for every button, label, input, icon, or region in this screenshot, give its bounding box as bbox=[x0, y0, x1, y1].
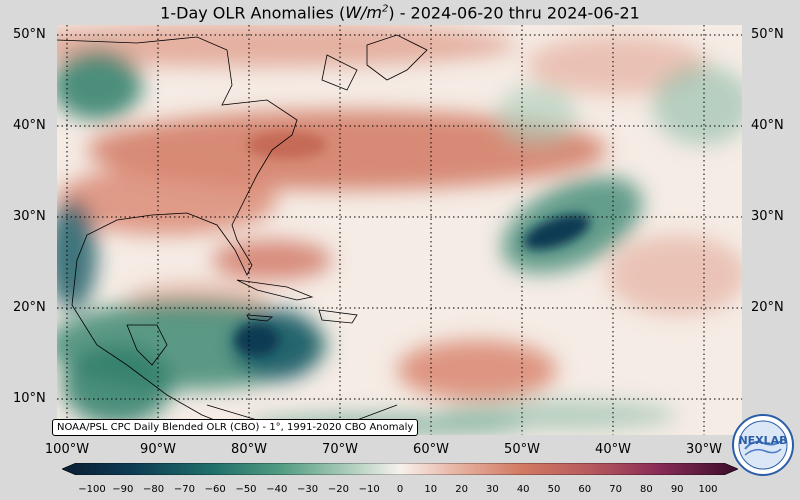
data-source-credit: NOAA/PSL CPC Daily Blended OLR (CBO) - 1… bbox=[52, 419, 419, 436]
colorbar-tick-label: 10 bbox=[424, 484, 438, 495]
title-text-start: 1-Day OLR Anomalies ( bbox=[160, 3, 346, 23]
lon-label-50w: 50°W bbox=[504, 442, 540, 457]
colorbar-tick-label: 70 bbox=[609, 484, 622, 495]
colorbar-tick-label: −80 bbox=[143, 484, 165, 495]
colorbar-tick-label: 60 bbox=[578, 484, 592, 495]
anomaly-field bbox=[57, 25, 742, 435]
colorbar-tick-label: −20 bbox=[327, 484, 349, 495]
lat-label-20n-left: 20°N bbox=[13, 300, 46, 315]
colorbar-tick-label: 90 bbox=[670, 484, 684, 495]
anomaly-cores bbox=[235, 131, 591, 356]
lon-label-70w: 70°W bbox=[322, 442, 358, 457]
colorbar-tick-label: 0 bbox=[396, 484, 404, 495]
colorbar bbox=[62, 463, 738, 475]
lat-label-10n-left: 10°N bbox=[13, 391, 46, 406]
map-title: 1-Day OLR Anomalies (W/m2) - 2024-06-20 … bbox=[0, 0, 800, 23]
colorbar-tick-label: −60 bbox=[204, 484, 226, 495]
lat-label-30n-left: 30°N bbox=[13, 209, 46, 224]
colorbar-tick-label: 50 bbox=[547, 484, 561, 495]
lon-label-40w: 40°W bbox=[595, 442, 631, 457]
colorbar-tick-label: −100 bbox=[78, 484, 106, 495]
title-unit: W/m bbox=[345, 3, 382, 23]
colorbar-tick-label: 100 bbox=[698, 484, 718, 495]
lat-label-50n-right: 50°N bbox=[751, 27, 784, 42]
olr-anomaly-map bbox=[57, 25, 742, 435]
colorbar-tick-label: −40 bbox=[266, 484, 288, 495]
title-unit-exponent: 2 bbox=[381, 4, 389, 15]
graticule bbox=[57, 25, 742, 435]
colorbar-tick-label: −50 bbox=[235, 484, 257, 495]
title-text-end: ) - 2024-06-20 thru 2024-06-21 bbox=[388, 3, 640, 23]
colorbar-tick-label: 80 bbox=[640, 484, 653, 495]
colorbar-tick-label: 20 bbox=[455, 484, 468, 495]
logo-text: NEXLAB bbox=[738, 434, 787, 447]
colorbar-tick-label: −10 bbox=[358, 484, 380, 495]
lon-label-100w: 100°W bbox=[44, 442, 90, 457]
lon-label-90w: 90°W bbox=[140, 442, 176, 457]
colorbar-tick-label: −70 bbox=[173, 484, 195, 495]
colorbar-gradient bbox=[62, 463, 738, 475]
lat-label-20n-right: 20°N bbox=[751, 300, 784, 315]
lon-label-80w: 80°W bbox=[231, 442, 267, 457]
colorbar-tick-label: −90 bbox=[112, 484, 134, 495]
colorbar-tick-label: 30 bbox=[486, 484, 499, 495]
colorbar-tick-label: 40 bbox=[516, 484, 530, 495]
lat-label-40n-left: 40°N bbox=[13, 118, 46, 133]
lon-label-60w: 60°W bbox=[413, 442, 449, 457]
lon-label-30w: 30°W bbox=[686, 442, 722, 457]
lat-label-50n-left: 50°N bbox=[13, 27, 46, 42]
nexlab-logo: NEXLAB bbox=[732, 414, 794, 476]
lat-label-40n-right: 40°N bbox=[751, 118, 784, 133]
colorbar-tick-label: −30 bbox=[297, 484, 319, 495]
lat-label-30n-right: 30°N bbox=[751, 209, 784, 224]
